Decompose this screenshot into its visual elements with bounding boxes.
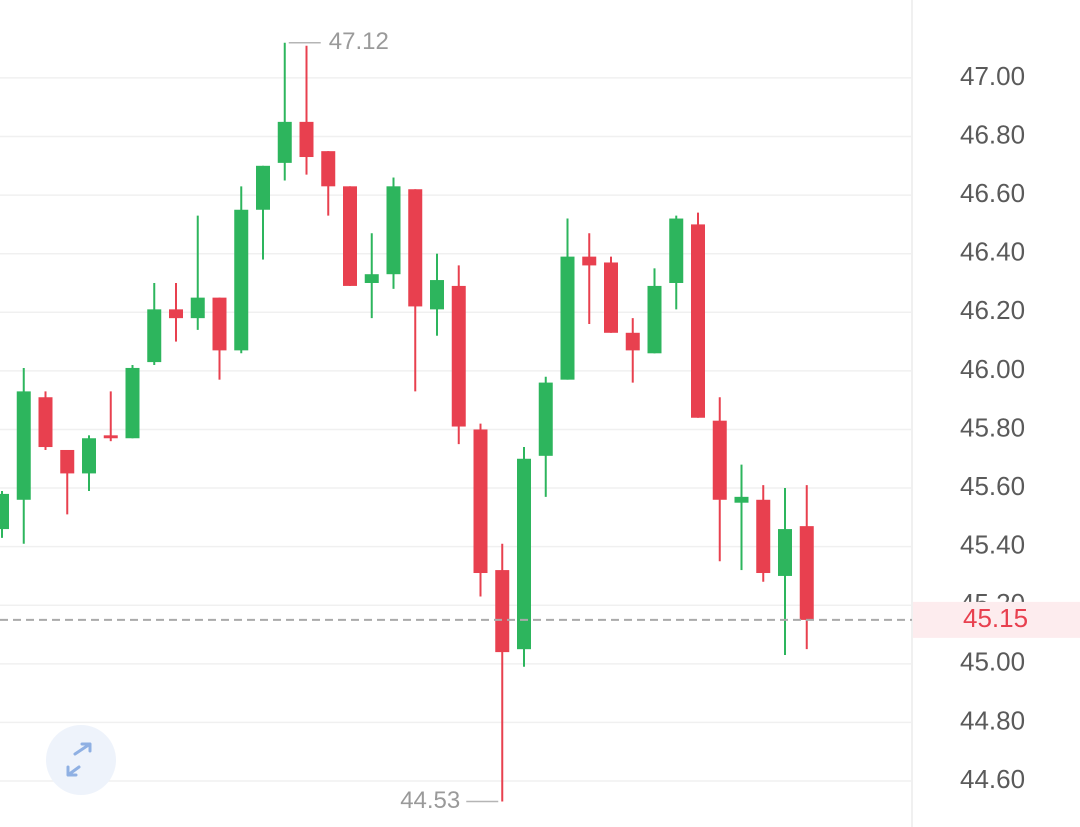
candle-body — [582, 256, 597, 266]
candle-body — [16, 391, 31, 500]
candle-body — [778, 529, 792, 576]
plot-area — [0, 42, 912, 802]
candle-body — [364, 274, 379, 283]
candle-body — [234, 209, 249, 351]
candle-body — [299, 121, 314, 158]
candle-body — [473, 429, 488, 574]
candle-body — [712, 420, 727, 500]
last-price-label: 45.15 — [963, 603, 1028, 633]
candle-body — [560, 256, 575, 380]
y-tick-label: 46.60 — [960, 178, 1025, 208]
y-tick-label: 45.40 — [960, 530, 1025, 560]
y-tick-label: 44.80 — [960, 705, 1025, 735]
y-tick-label: 46.80 — [960, 119, 1025, 149]
candle-body — [495, 570, 510, 653]
candle-body — [756, 499, 771, 574]
y-tick-label: 47.00 — [960, 61, 1025, 91]
candle-body — [734, 496, 749, 503]
expand-button[interactable] — [46, 725, 116, 795]
candle-body — [38, 397, 53, 448]
candle-body — [103, 435, 118, 439]
candle-body — [386, 186, 401, 275]
candle-body — [408, 189, 423, 307]
candle-body — [517, 458, 531, 650]
candle-body — [0, 493, 9, 530]
candle-body — [321, 151, 336, 187]
candle-body — [799, 526, 814, 620]
candle-body — [256, 165, 270, 210]
candle-body — [277, 121, 292, 163]
candle-body — [451, 285, 466, 427]
y-tick-label: 46.20 — [960, 295, 1025, 325]
high-label: 47.12 — [329, 28, 389, 55]
last-price-box — [913, 601, 1080, 638]
expand-button-bg[interactable] — [46, 725, 116, 795]
candle-body — [430, 280, 444, 310]
candle-body — [647, 285, 662, 354]
y-tick-label: 46.40 — [960, 237, 1025, 267]
candle-body — [190, 297, 205, 319]
candle-body — [212, 297, 227, 351]
candle-body — [82, 438, 96, 474]
y-tick-label: 45.80 — [960, 412, 1025, 442]
candle-body — [169, 309, 183, 319]
expand-icon[interactable] — [66, 742, 92, 777]
candle-body — [604, 262, 618, 333]
candle-body — [343, 186, 357, 286]
candle-body — [538, 382, 553, 456]
y-tick-label: 44.60 — [960, 764, 1025, 794]
candle-body — [125, 367, 140, 439]
y-tick-label: 45.00 — [960, 647, 1025, 677]
candle-body — [691, 224, 705, 418]
candle-body — [147, 309, 162, 363]
candle-body — [625, 332, 640, 351]
y-tick-label: 45.60 — [960, 471, 1025, 501]
y-tick-label: 46.00 — [960, 354, 1025, 384]
low-label: 44.53 — [400, 787, 460, 814]
candle-body — [60, 449, 75, 474]
candle-body — [669, 218, 684, 283]
